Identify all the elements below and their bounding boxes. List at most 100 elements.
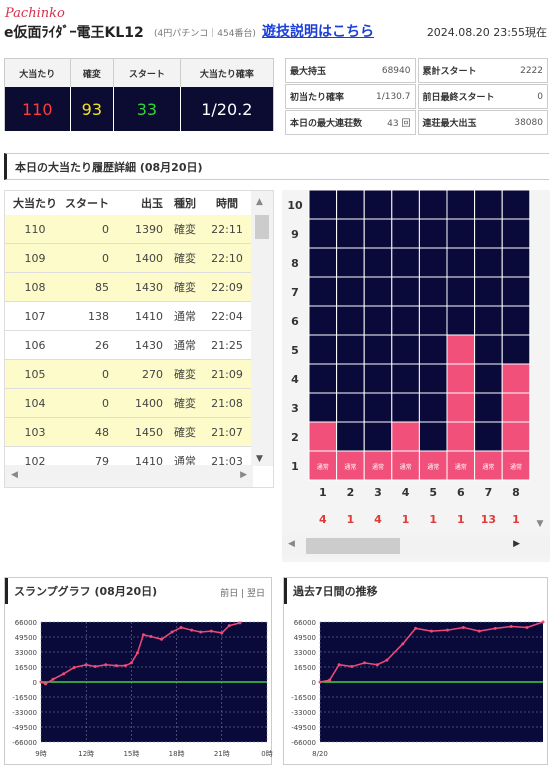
history-cell-time: 21:03 bbox=[211, 454, 243, 466]
history-row: 106 26 1430 通常 21:25 bbox=[5, 331, 253, 360]
help-link[interactable]: 遊技説明はこちら bbox=[262, 24, 374, 40]
x-tick-label: 21時 bbox=[214, 750, 230, 758]
grid-cell bbox=[446, 305, 476, 336]
grid-scroll-left-icon[interactable]: ◀ bbox=[288, 539, 295, 549]
data-point bbox=[104, 663, 108, 667]
grid-cell-label: 通常 bbox=[400, 463, 412, 471]
stat-total-start: 累計スタート 2222 bbox=[417, 58, 548, 83]
grid-cell bbox=[363, 305, 393, 336]
grid-cell bbox=[474, 421, 503, 452]
grid-count-label: 1 bbox=[429, 513, 437, 526]
grid-cell bbox=[474, 305, 503, 336]
grid-scroll-thumb[interactable] bbox=[306, 538, 400, 554]
data-point bbox=[375, 663, 379, 667]
data-point bbox=[179, 625, 183, 629]
grid-col-label: 6 bbox=[457, 486, 465, 499]
grid-cell-filled bbox=[446, 392, 476, 423]
y-tick-label: -49500 bbox=[291, 724, 316, 732]
grid-cell bbox=[308, 363, 338, 394]
grid-horizontal-scrollbar[interactable]: ◀ ▶ bbox=[282, 535, 550, 557]
grid-cell bbox=[418, 392, 448, 423]
stat-max-balls: 最大持玉 68940 bbox=[285, 58, 416, 83]
history-row: 109 0 1400 確変 22:10 bbox=[5, 244, 253, 273]
grid-cell bbox=[474, 190, 503, 220]
y-tick-label: 0 bbox=[312, 679, 316, 687]
grid-cell bbox=[418, 305, 448, 336]
grid-cell-label: 通常 bbox=[510, 463, 522, 471]
grid-cell bbox=[336, 334, 365, 365]
data-point bbox=[337, 663, 341, 667]
grid-cell bbox=[474, 392, 503, 423]
data-point bbox=[135, 651, 139, 655]
grid-scroll-right-icon[interactable]: ▶ bbox=[513, 539, 520, 549]
grid-cell bbox=[501, 305, 531, 336]
grid-row-label: 7 bbox=[291, 286, 299, 299]
y-tick-label: 49500 bbox=[294, 634, 316, 642]
data-point bbox=[363, 661, 367, 665]
history-row: 103 48 1450 確変 21:07 bbox=[5, 418, 253, 447]
history-cell-jackpot: 103 bbox=[24, 425, 46, 439]
scroll-right-icon[interactable]: ▶ bbox=[240, 470, 247, 480]
grid-cell bbox=[474, 276, 503, 307]
grid-cell-label: 通常 bbox=[455, 463, 467, 471]
grid-row-label: 1 bbox=[291, 460, 299, 473]
grid-count-label: 13 bbox=[481, 513, 496, 526]
history-horizontal-scrollbar[interactable]: ◀ ▶ bbox=[5, 465, 253, 487]
grid-cell-filled bbox=[446, 421, 476, 452]
history-cell-time: 21:07 bbox=[211, 425, 243, 439]
history-row: 110 0 1390 確変 22:11 bbox=[5, 215, 253, 244]
grid-count-label: 1 bbox=[347, 513, 355, 526]
history-row: 104 0 1400 確変 21:08 bbox=[5, 389, 253, 418]
x-tick-label: 0時 bbox=[261, 750, 272, 758]
summary-value-probability: 1/20.2 bbox=[201, 99, 253, 119]
scroll-down-icon[interactable]: ▼ bbox=[256, 454, 263, 464]
history-cell-type: 確変 bbox=[174, 252, 196, 265]
history-cell-start: 26 bbox=[95, 338, 109, 352]
grid-cell bbox=[363, 421, 393, 452]
grid-col-label: 1 bbox=[319, 486, 327, 499]
grid-cell bbox=[418, 334, 448, 365]
data-point bbox=[123, 664, 127, 668]
x-tick-label: 9時 bbox=[35, 750, 46, 758]
grid-cell bbox=[336, 247, 365, 278]
grid-cell-filled bbox=[446, 450, 476, 481]
grid-row-label: 10 bbox=[287, 199, 303, 212]
day-nav-links[interactable]: 前日 | 翌日 bbox=[220, 589, 265, 599]
grid-cell bbox=[446, 247, 476, 278]
grid-cell bbox=[391, 190, 420, 220]
history-vertical-scrollbar[interactable]: ▲ ▼ bbox=[251, 191, 273, 466]
grid-cell bbox=[474, 247, 503, 278]
data-point bbox=[318, 680, 322, 684]
grid-cell-filled bbox=[501, 392, 531, 423]
grid-row-label: 2 bbox=[291, 431, 299, 444]
grid-cell bbox=[391, 305, 420, 336]
y-tick-label: 0 bbox=[33, 679, 37, 687]
grid-row-label: 5 bbox=[291, 344, 299, 357]
grid-scroll-down-icon[interactable]: ▼ bbox=[537, 519, 544, 529]
data-point bbox=[72, 665, 76, 669]
y-tick-label: -33000 bbox=[291, 709, 316, 717]
scroll-up-icon[interactable]: ▲ bbox=[256, 197, 263, 207]
data-point bbox=[199, 630, 203, 634]
grid-cell-label: 通常 bbox=[482, 463, 494, 471]
col-jackpot: 大当たり bbox=[13, 197, 57, 210]
grid-cell-filled bbox=[501, 363, 531, 394]
history-table-header: 大当たり スタート 出玉 種別 時間 bbox=[5, 191, 273, 215]
history-cell-payout: 270 bbox=[142, 367, 163, 381]
history-row: 105 0 270 確変 21:09 bbox=[5, 360, 253, 389]
history-scroll-thumb[interactable] bbox=[255, 215, 269, 239]
grid-count-label: 4 bbox=[374, 513, 382, 526]
history-row: 108 85 1430 確変 22:09 bbox=[5, 273, 253, 302]
brand-label: Pachinko bbox=[5, 6, 65, 21]
grid-row-label: 9 bbox=[291, 228, 299, 241]
grid-col-label: 3 bbox=[374, 486, 382, 499]
scroll-left-icon[interactable]: ◀ bbox=[11, 470, 18, 480]
data-point bbox=[414, 626, 418, 630]
history-cell-time: 22:11 bbox=[211, 222, 243, 236]
grid-cell-label: 通常 bbox=[427, 463, 439, 471]
history-table-body[interactable]: 110 0 1390 確変 22:11 109 0 1400 確変 22:10 108 85 1430 確… bbox=[5, 215, 253, 465]
grid-col-label: 7 bbox=[485, 486, 493, 499]
history-cell-start: 0 bbox=[102, 222, 109, 236]
y-tick-label: -66000 bbox=[12, 739, 37, 747]
data-point bbox=[238, 621, 242, 625]
